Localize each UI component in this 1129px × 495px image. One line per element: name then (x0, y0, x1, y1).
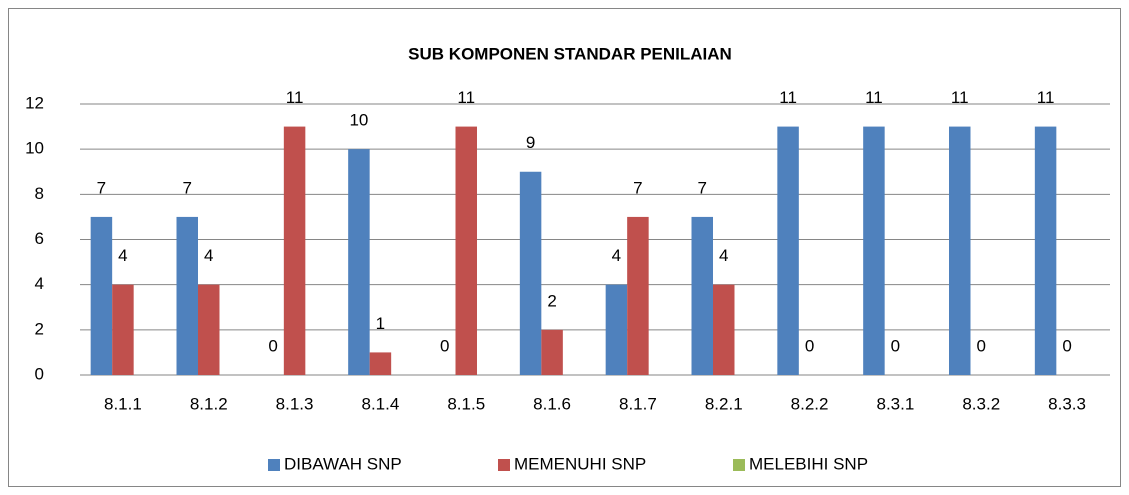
x-tick-label: 8.1.2 (190, 394, 228, 413)
data-label: 11 (951, 88, 969, 107)
bar (691, 216, 713, 375)
data-label: 9 (526, 133, 535, 152)
bar (863, 126, 885, 375)
legend-swatch (498, 459, 510, 471)
data-label: 7 (97, 178, 106, 197)
data-label: 0 (440, 336, 449, 355)
data-label: 2 (547, 291, 556, 310)
legend-label: MELEBIHI SNP (749, 454, 868, 473)
data-label: 11 (457, 88, 475, 107)
bar (605, 284, 628, 375)
bar (1034, 126, 1057, 375)
x-tick-label: 8.2.1 (705, 394, 743, 413)
bar (519, 171, 542, 375)
data-label: 4 (204, 246, 213, 265)
legend-swatch (268, 459, 280, 471)
data-label: 11 (779, 88, 797, 107)
y-tick-label: 0 (35, 364, 44, 383)
bar (112, 284, 134, 375)
y-tick-label: 2 (35, 319, 44, 338)
legend-label: DIBAWAH SNP (284, 454, 402, 473)
bar (176, 216, 198, 375)
y-tick-label: 6 (35, 229, 44, 248)
y-tick-label: 12 (25, 93, 44, 112)
data-label: 0 (268, 336, 277, 355)
legend-swatch (733, 459, 745, 471)
data-label: 7 (698, 178, 707, 197)
x-tick-label: 8.1.1 (104, 394, 142, 413)
x-tick-label: 8.1.7 (619, 394, 657, 413)
bar (777, 126, 799, 375)
y-tick-label: 4 (35, 274, 44, 293)
y-tick-label: 8 (35, 184, 44, 203)
bar (369, 352, 392, 375)
bar (627, 216, 649, 375)
data-label: 1 (376, 314, 385, 333)
data-label: 0 (1062, 336, 1071, 355)
data-label: 0 (805, 336, 814, 355)
data-label: 4 (118, 246, 127, 265)
bar (455, 126, 477, 375)
data-label: 7 (633, 178, 642, 197)
bar (541, 329, 563, 375)
bar (713, 284, 735, 375)
data-label: 7 (183, 178, 192, 197)
x-tick-label: 8.1.6 (533, 394, 571, 413)
data-label: 0 (977, 336, 986, 355)
data-label: 4 (719, 246, 728, 265)
chart-title: SUB KOMPONEN STANDAR PENILAIAN (408, 44, 732, 63)
y-tick-label: 10 (25, 139, 44, 158)
x-tick-label: 8.3.3 (1048, 394, 1086, 413)
x-tick-label: 8.3.2 (962, 394, 1000, 413)
data-label: 11 (286, 88, 304, 107)
x-tick-label: 8.1.5 (447, 394, 485, 413)
x-tick-label: 8.3.1 (877, 394, 915, 413)
bar (949, 126, 971, 375)
data-label: 10 (349, 111, 368, 130)
bar (283, 126, 306, 375)
data-label: 0 (891, 336, 900, 355)
x-tick-label: 8.1.3 (276, 394, 314, 413)
bar (90, 216, 113, 375)
data-label: 11 (1037, 88, 1055, 107)
data-label: 11 (865, 88, 883, 107)
legend-label: MEMENUHI SNP (514, 454, 646, 473)
x-tick-label: 8.1.4 (362, 394, 400, 413)
data-label: 4 (612, 246, 621, 265)
x-tick-label: 8.2.2 (791, 394, 829, 413)
bar (198, 284, 220, 375)
bar (348, 149, 370, 375)
